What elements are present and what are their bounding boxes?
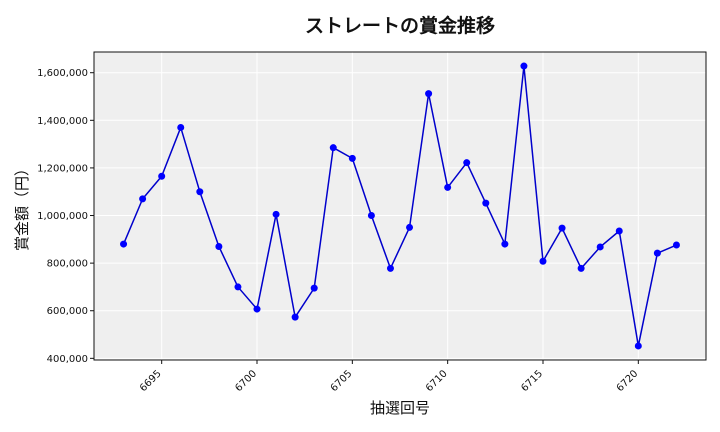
x-tick-label: 6715 <box>519 368 545 394</box>
data-point <box>539 257 547 265</box>
x-tick-label: 6710 <box>424 368 450 394</box>
data-point <box>558 224 566 232</box>
y-tick-label: 600,000 <box>47 306 88 317</box>
y-tick-label: 400,000 <box>47 354 88 365</box>
data-point <box>348 154 356 162</box>
series-line <box>122 65 677 347</box>
data-point <box>463 159 471 167</box>
data-point <box>177 123 185 131</box>
data-point <box>120 240 128 248</box>
x-axis-label: 抽選回号 <box>370 399 430 417</box>
data-point <box>234 283 242 291</box>
x-tick-label: 6705 <box>329 368 355 394</box>
y-axis: 400,000 600,000 800,000 1,000,000 1,200,000 1… <box>37 68 94 365</box>
data-point <box>329 144 337 152</box>
data-point <box>196 188 204 196</box>
y-tick-label: 1,400,000 <box>37 116 88 127</box>
x-tick-label: 6720 <box>615 368 641 394</box>
data-point <box>672 241 680 249</box>
plot-area <box>94 52 706 360</box>
grid-lines <box>94 52 706 360</box>
data-point <box>615 227 623 235</box>
data-point <box>310 284 318 292</box>
y-tick-label: 1,600,000 <box>37 68 88 79</box>
data-point <box>386 264 394 272</box>
series-layer <box>120 62 680 350</box>
data-point <box>272 210 280 218</box>
plot-frame <box>93 51 707 361</box>
chart-title: ストレートの賞金推移 <box>305 14 495 37</box>
data-point <box>444 183 452 191</box>
data-point <box>215 242 223 250</box>
data-point <box>501 240 509 248</box>
data-point <box>653 249 661 257</box>
data-point <box>367 212 375 220</box>
y-tick-label: 800,000 <box>47 259 88 270</box>
data-point <box>139 195 147 203</box>
y-axis-label: 賞金額（円） <box>13 161 31 251</box>
x-axis: 6695 6700 6705 6710 6715 6720 <box>138 360 640 394</box>
x-tick-label: 6695 <box>138 368 164 394</box>
data-point <box>520 62 528 70</box>
data-point <box>406 223 414 231</box>
data-point <box>634 342 642 350</box>
data-point <box>253 305 261 313</box>
data-point <box>482 199 490 207</box>
data-point <box>596 243 604 251</box>
x-tick-label: 6700 <box>233 368 259 394</box>
data-point <box>577 264 585 272</box>
y-tick-label: 1,200,000 <box>37 163 88 174</box>
data-point <box>425 90 433 98</box>
data-point <box>291 313 299 321</box>
y-tick-label: 1,000,000 <box>37 211 88 222</box>
data-point <box>158 172 166 180</box>
